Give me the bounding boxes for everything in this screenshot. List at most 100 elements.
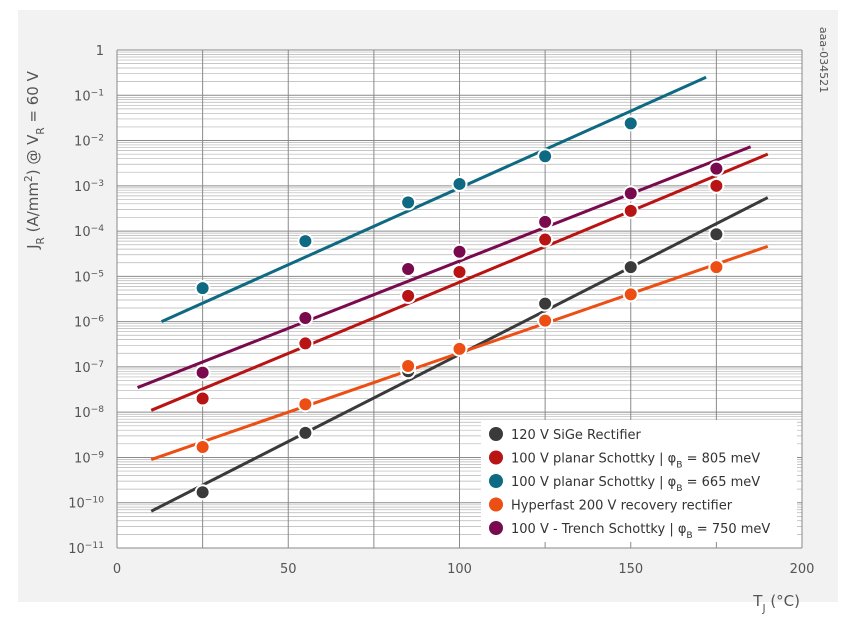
- y-tick-label: 10−4: [74, 224, 104, 240]
- y-axis-title-part: = 60 V: [24, 70, 42, 127]
- y-tick-label: 10−5: [74, 269, 104, 285]
- y-tick-base: 10: [68, 542, 85, 557]
- data-point-series-2: [453, 177, 467, 191]
- legend-label: 120 V SiGe Rectifier: [511, 428, 642, 443]
- y-tick-exponent: −7: [91, 360, 105, 370]
- y-tick-base: 10: [74, 316, 91, 331]
- legend-swatch: [489, 521, 503, 535]
- y-tick-base: 10: [74, 406, 91, 421]
- y-tick-exponent: −2: [91, 134, 104, 144]
- y-tick-base: 10: [74, 135, 91, 150]
- legend-swatch: [489, 474, 503, 488]
- y-tick-label: 10−11: [68, 541, 104, 557]
- y-tick-exponent: −5: [91, 269, 104, 279]
- y-tick-base: 10: [74, 270, 91, 285]
- legend-label-part: 100 V planar Schottky | φ: [511, 475, 676, 490]
- data-point-series-3: [538, 314, 552, 328]
- data-point-series-2: [196, 281, 210, 295]
- legend-label-part: = 805 meV: [683, 452, 761, 467]
- y-tick-label: 10−6: [74, 315, 104, 331]
- data-point-series-3: [453, 342, 467, 356]
- y-tick-base: 10: [74, 89, 91, 104]
- data-point-series-1: [538, 233, 552, 247]
- y-axis-title-part: R: [35, 127, 47, 134]
- data-point-series-3: [624, 287, 638, 301]
- data-point-series-0: [298, 426, 312, 440]
- y-tick-exponent: −8: [91, 405, 105, 415]
- y-tick-base: 10: [74, 361, 91, 376]
- y-axis-title-part: (A/mm: [24, 182, 42, 237]
- data-point-series-3: [298, 397, 312, 411]
- legend-label-part: 100 V - Trench Schottky | φ: [511, 522, 686, 537]
- y-tick-label: 10−1: [74, 88, 104, 104]
- data-point-series-0: [624, 260, 638, 274]
- data-point-series-4: [538, 215, 552, 229]
- legend-label: Hyperfast 200 V recovery rectifier: [511, 499, 733, 514]
- legend-swatch: [489, 427, 503, 441]
- x-tick-label: 150: [618, 562, 643, 577]
- data-point-series-0: [196, 485, 210, 499]
- y-axis-title-part: 2: [23, 175, 35, 182]
- legend-label-part: Hyperfast 200 V recovery rectifier: [511, 499, 733, 514]
- y-tick-base: 10: [74, 225, 91, 240]
- data-point-series-1: [709, 179, 723, 193]
- x-tick-label: 100: [447, 562, 472, 577]
- x-axis-title-part: (°C): [766, 592, 800, 610]
- y-tick-label: 10−2: [74, 134, 104, 150]
- y-tick-exponent: −4: [91, 224, 105, 234]
- y-axis-title: JR (A/mm2) @ VR = 60 V: [23, 70, 47, 250]
- legend-swatch: [489, 451, 503, 465]
- data-point-series-3: [196, 440, 210, 454]
- legend-label-part: 100 V planar Schottky | φ: [511, 452, 676, 467]
- data-point-series-1: [453, 265, 467, 279]
- legend: 120 V SiGe Rectifier 100 V planar Schottk…: [481, 420, 797, 542]
- x-tick-label: 0: [113, 562, 121, 577]
- y-tick-label: 1: [96, 44, 104, 59]
- y-tick-exponent: −11: [85, 541, 104, 551]
- legend-label-part: 120 V SiGe Rectifier: [511, 428, 642, 443]
- legend-label-part: = 665 meV: [683, 475, 761, 490]
- y-tick-base: 10: [74, 180, 91, 195]
- data-point-series-2: [401, 195, 415, 209]
- x-tick-label: 50: [280, 562, 297, 577]
- data-point-series-4: [453, 245, 467, 259]
- y-tick-label: 10−3: [74, 179, 104, 195]
- y-tick-label: 10−7: [74, 360, 104, 376]
- y-tick-exponent: −10: [85, 496, 104, 506]
- data-point-series-4: [298, 311, 312, 325]
- data-point-series-2: [538, 149, 552, 163]
- y-tick-exponent: −1: [91, 88, 104, 98]
- data-point-series-0: [538, 297, 552, 311]
- data-point-series-3: [709, 260, 723, 274]
- data-point-series-2: [298, 234, 312, 248]
- y-tick-exponent: −3: [91, 179, 105, 189]
- data-point-series-0: [709, 227, 723, 241]
- y-tick-base: 10: [68, 497, 85, 512]
- y-tick-label: 10−9: [74, 450, 104, 466]
- data-point-series-2: [624, 116, 638, 130]
- data-point-series-1: [298, 336, 312, 350]
- y-tick-label: 10−10: [68, 496, 104, 512]
- y-tick-exponent: −9: [91, 450, 105, 460]
- y-tick-base: 10: [74, 451, 91, 466]
- y-axis-title-part: ) @ V: [24, 134, 42, 175]
- data-point-series-1: [196, 392, 210, 406]
- data-point-series-3: [401, 359, 415, 373]
- data-point-series-4: [624, 186, 638, 200]
- data-point-series-4: [196, 366, 210, 380]
- watermark: aaa-034521: [817, 27, 830, 93]
- legend-swatch: [489, 498, 503, 512]
- y-tick-label: 10−8: [74, 405, 104, 421]
- x-tick-label: 200: [790, 562, 815, 577]
- y-tick-base: 1: [96, 44, 104, 59]
- x-axis-title: TJ (°C): [752, 592, 800, 615]
- legend-label-part: = 750 meV: [693, 522, 771, 537]
- data-point-series-1: [624, 204, 638, 218]
- data-point-series-4: [401, 262, 415, 276]
- data-point-series-1: [401, 289, 415, 303]
- y-axis-title-part: R: [35, 237, 47, 244]
- y-tick-exponent: −6: [91, 315, 105, 325]
- data-point-series-4: [709, 162, 723, 176]
